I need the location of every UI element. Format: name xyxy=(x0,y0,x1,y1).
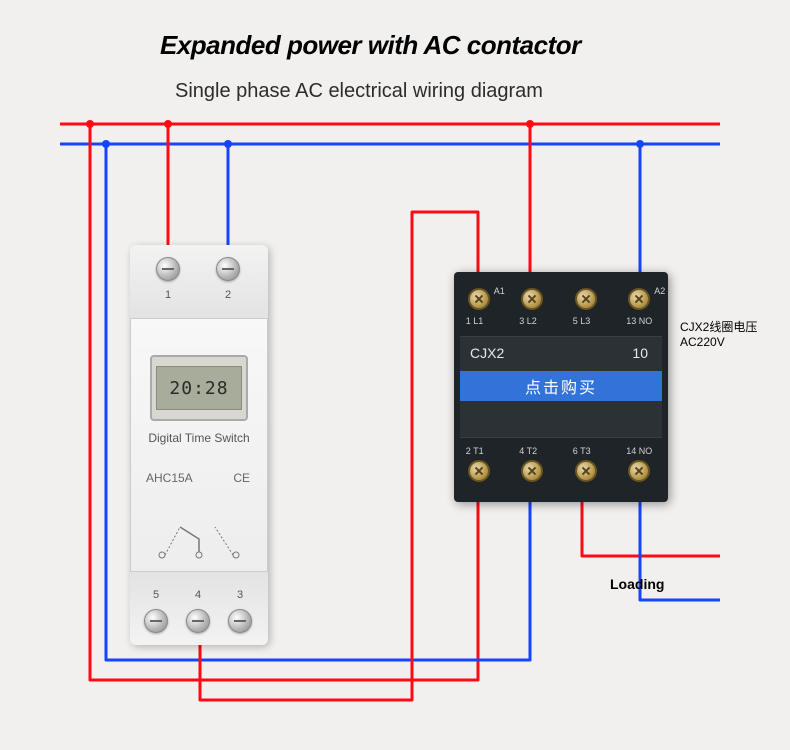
contactor-terminal xyxy=(575,288,597,310)
timer-terminal-number: 1 xyxy=(165,289,171,301)
contactor-terminal xyxy=(521,288,543,310)
timer-ce-mark: CE xyxy=(233,471,250,485)
contactor-terminal-label: A2 xyxy=(654,286,665,296)
contactor-terminal-label: A1 xyxy=(494,286,505,296)
contactor-terminal xyxy=(628,460,650,482)
contactor-terminal xyxy=(575,460,597,482)
timer-bottom-terminal-block xyxy=(130,571,268,645)
contactor-terminal-label: 14 NO xyxy=(626,446,652,456)
timer-switch-diagram xyxy=(150,519,248,565)
contactor-terminal-label: 1 L1 xyxy=(466,316,484,326)
contactor-bottom-terminals: 2 T14 T26 T314 NO xyxy=(454,452,668,494)
contactor-coil-voltage-label: CJX2线圈电压 AC220V xyxy=(680,318,757,349)
contactor-terminal-label: 3 L2 xyxy=(519,316,537,326)
contactor-terminal-label: 2 T1 xyxy=(466,446,484,456)
contactor-banner: 点击购买 xyxy=(460,371,662,401)
timer-terminal-screw xyxy=(228,609,252,633)
contactor-terminal-label: 4 T2 xyxy=(519,446,537,456)
contactor-terminal-label: 5 L3 xyxy=(573,316,591,326)
timer-terminal-number: 4 xyxy=(195,589,201,601)
contactor-terminal xyxy=(468,288,490,310)
coil-label-line1: CJX2线圈电压 xyxy=(680,318,757,335)
diagram-canvas: Expanded power with AC contactor Single … xyxy=(0,0,790,750)
timer-model: AHC15A xyxy=(146,471,193,485)
timer-lcd-frame: 20:28 xyxy=(150,355,248,421)
timer-top-terminal-block xyxy=(130,245,268,319)
coil-label-line2: AC220V xyxy=(680,335,757,349)
contactor-terminal-label: 13 NO xyxy=(626,316,652,326)
timer-terminal-screw xyxy=(186,609,210,633)
timer-terminal-screw xyxy=(144,609,168,633)
timer-terminal-screw xyxy=(216,257,240,281)
timer-label: Digital Time Switch xyxy=(130,431,268,445)
contactor-name: CJX2 xyxy=(470,345,504,361)
timer-lcd: 20:28 xyxy=(156,366,242,410)
wire-layer xyxy=(0,0,790,750)
contactor-terminal xyxy=(468,460,490,482)
timer-device: 20:28 Digital Time Switch AHC15A CE 1 2 5 4… xyxy=(130,245,268,645)
contactor-body: CJX2 10 点击购买 xyxy=(460,336,662,438)
loading-label: Loading xyxy=(610,576,664,592)
timer-terminal-number: 2 xyxy=(225,289,231,301)
subtitle: Single phase AC electrical wiring diagra… xyxy=(175,80,543,103)
contactor-device: A11 L13 L25 L3A213 NO CJX2 10 点击购买 2 T14… xyxy=(454,272,668,502)
contactor-terminal xyxy=(628,288,650,310)
timer-terminal-screw xyxy=(156,257,180,281)
contactor-number: 10 xyxy=(632,345,648,361)
timer-terminal-number: 5 xyxy=(153,589,159,601)
contactor-terminal-label: 6 T3 xyxy=(573,446,591,456)
main-title: Expanded power with AC contactor xyxy=(160,30,581,61)
contactor-terminal xyxy=(521,460,543,482)
contactor-top-terminals: A11 L13 L25 L3A213 NO xyxy=(454,280,668,322)
timer-terminal-number: 3 xyxy=(237,589,243,601)
